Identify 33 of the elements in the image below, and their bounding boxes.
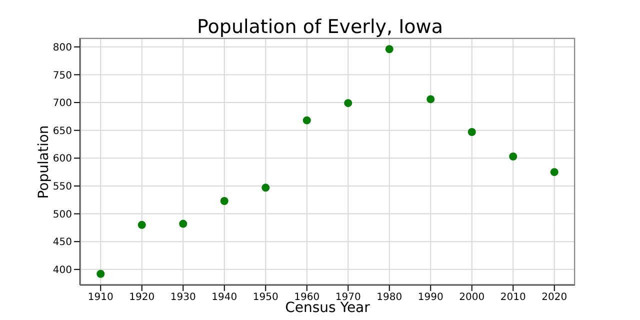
y-tick-label: 500 — [52, 209, 72, 220]
point — [468, 128, 476, 136]
point — [138, 220, 146, 229]
x-tick-label: 1920 — [129, 292, 155, 304]
x-tick-label: 1910 — [88, 292, 114, 304]
point — [262, 184, 270, 192]
y-axis-title: Population — [36, 125, 52, 199]
x-tick-label: 2010 — [500, 292, 526, 304]
x-tick-label: 2000 — [459, 292, 485, 304]
y-tick-label: 650 — [52, 126, 72, 137]
chart-title: Population of Everly, Iowa — [196, 16, 444, 38]
y-tick-label: 800 — [52, 42, 72, 54]
x-tick-label: 1990 — [418, 292, 444, 304]
x-tick-label: 1980 — [376, 292, 402, 304]
y-tick-label: 550 — [52, 182, 72, 193]
point — [220, 197, 228, 205]
point — [550, 168, 558, 176]
y-tick-label: 600 — [52, 154, 72, 165]
x-tick-label: 1930 — [170, 292, 196, 304]
point — [385, 45, 394, 54]
y-tick-label: 450 — [52, 237, 72, 248]
x-tick-label: 1940 — [212, 292, 238, 304]
x-tick-label: 1950 — [252, 292, 278, 304]
point — [179, 220, 188, 228]
y-tick-label: 400 — [52, 264, 72, 276]
point — [426, 95, 435, 104]
point — [96, 270, 105, 278]
point — [509, 152, 518, 160]
y-tick-label: 750 — [52, 70, 72, 82]
point — [302, 116, 311, 124]
point — [344, 99, 352, 108]
y-tick-label: 700 — [52, 98, 72, 110]
x-tick-label: 2020 — [542, 292, 568, 304]
